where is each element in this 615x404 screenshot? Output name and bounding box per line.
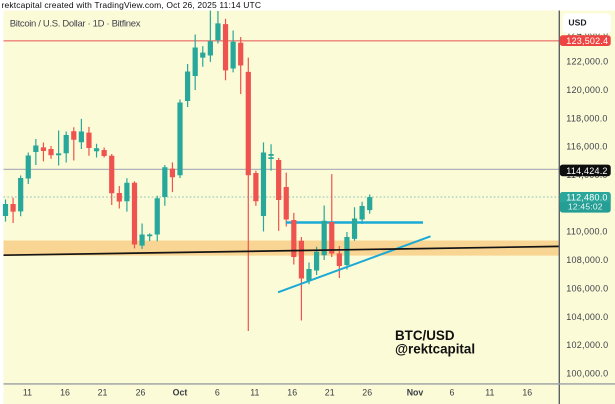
svg-text:Oct: Oct <box>173 388 188 398</box>
svg-text:Bitcoin / U.S. Dollar · 1D · B: Bitcoin / U.S. Dollar · 1D · Bitfinex <box>10 18 141 29</box>
svg-text:104,000.0: 104,000.0 <box>566 312 608 322</box>
svg-text:BTC/USD: BTC/USD <box>395 328 455 343</box>
svg-text:110,000.0: 110,000.0 <box>566 227 607 237</box>
svg-text:12:45:02: 12:45:02 <box>568 201 603 211</box>
svg-text:122,000.0: 122,000.0 <box>566 57 608 67</box>
svg-text:114,424.2: 114,424.2 <box>566 166 607 176</box>
svg-text:USD: USD <box>568 17 586 27</box>
svg-text:21: 21 <box>325 388 335 398</box>
svg-text:26: 26 <box>362 388 372 398</box>
svg-text:@rektcapital: @rektcapital <box>395 342 475 357</box>
svg-text:123,502.4: 123,502.4 <box>566 36 608 46</box>
svg-text:11: 11 <box>485 388 494 398</box>
svg-text:rektcapital created with Tradi: rektcapital created with TradingView.com… <box>2 0 262 10</box>
svg-text:112,480.0: 112,480.0 <box>566 193 607 203</box>
svg-text:6: 6 <box>215 388 220 398</box>
svg-text:100,000.0: 100,000.0 <box>566 368 608 378</box>
svg-text:16: 16 <box>60 388 70 398</box>
svg-text:108,000.0: 108,000.0 <box>566 255 608 265</box>
svg-text:16: 16 <box>522 388 532 398</box>
svg-text:16: 16 <box>287 388 297 398</box>
svg-text:6: 6 <box>450 388 455 398</box>
svg-text:106,000.0: 106,000.0 <box>566 283 608 293</box>
svg-text:120,000.0: 120,000.0 <box>566 85 608 95</box>
svg-text:102,000.0: 102,000.0 <box>566 340 608 350</box>
svg-text:26: 26 <box>136 388 146 398</box>
svg-text:116,000.0: 116,000.0 <box>566 142 607 152</box>
svg-text:Nov: Nov <box>407 388 424 398</box>
svg-text:21: 21 <box>98 388 108 398</box>
svg-text:118,000.0: 118,000.0 <box>566 113 607 123</box>
svg-text:11: 11 <box>23 388 32 398</box>
svg-text:11: 11 <box>250 388 259 398</box>
